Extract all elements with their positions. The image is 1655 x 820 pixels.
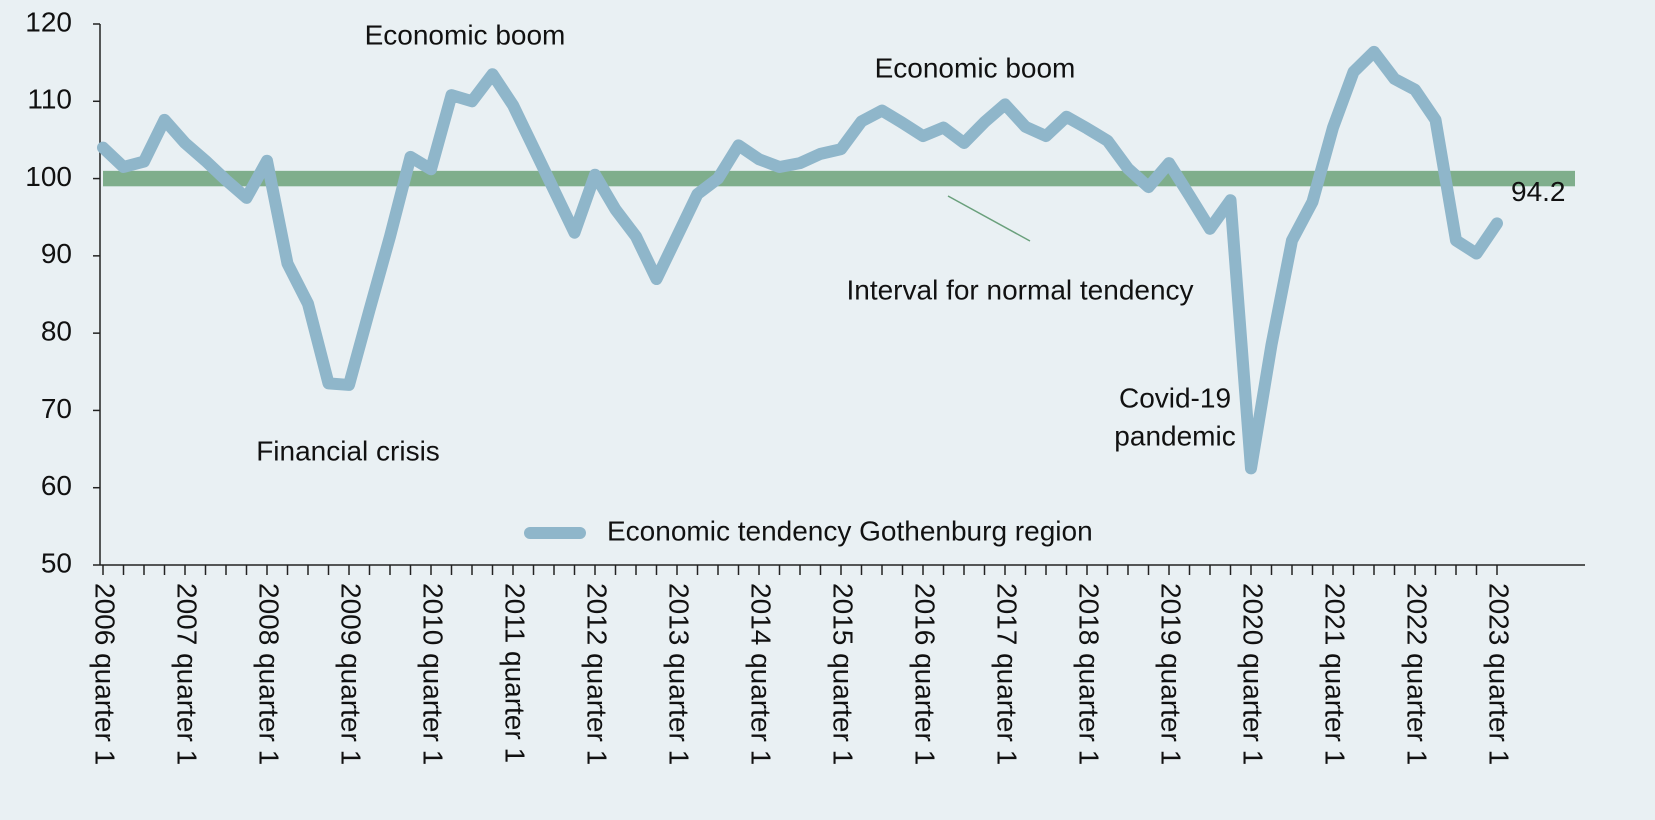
legend-label: Economic tendency Gothenburg region [607,515,1093,546]
series-line [97,45,1503,475]
x-tick-label: 2015 quarter 1 [828,583,859,765]
annotation: Economic boom [365,19,566,50]
annotation: Economic boom [875,52,1076,83]
y-tick-label: 50 [41,547,72,578]
normal-band [103,170,1575,187]
annotation: Covid-19 [1119,382,1231,413]
x-tick-label: 2008 quarter 1 [254,583,285,765]
annotation: Financial crisis [256,435,440,466]
y-tick-label: 70 [41,393,72,424]
x-tick-label: 2020 quarter 1 [1238,583,1269,765]
y-tick-label: 80 [41,316,72,347]
value-label: 94.2 [1511,176,1566,207]
y-tick-label: 60 [41,470,72,501]
x-tick-label: 2012 quarter 1 [582,583,613,765]
x-tick-label: 2013 quarter 1 [664,583,695,765]
x-tick-label: 2014 quarter 1 [746,583,777,765]
x-tick-label: 2021 quarter 1 [1320,583,1351,765]
x-tick-label: 2007 quarter 1 [172,583,203,765]
x-tick-label: 2023 quarter 1 [1484,583,1515,765]
x-tick-label: 2019 quarter 1 [1156,583,1187,765]
y-tick-label: 100 [25,161,72,192]
annotation-pointer [947,195,1031,242]
y-tick-label: 120 [25,6,72,37]
x-tick-label: 2017 quarter 1 [992,583,1023,765]
x-tick-label: 2022 quarter 1 [1402,583,1433,765]
x-tick-label: 2011 quarter 1 [500,583,531,763]
y-tick-label: 110 [27,84,72,115]
x-tick-label: 2018 quarter 1 [1074,583,1105,765]
annotation: Interval for normal tendency [846,274,1193,305]
y-tick-label: 90 [41,238,72,269]
x-tick-label: 2016 quarter 1 [910,583,941,765]
x-tick-label: 2009 quarter 1 [336,583,367,765]
annotation: pandemic [1114,420,1235,451]
x-tick-label: 2010 quarter 1 [418,583,449,765]
x-tick-label: 2006 quarter 1 [90,583,121,765]
